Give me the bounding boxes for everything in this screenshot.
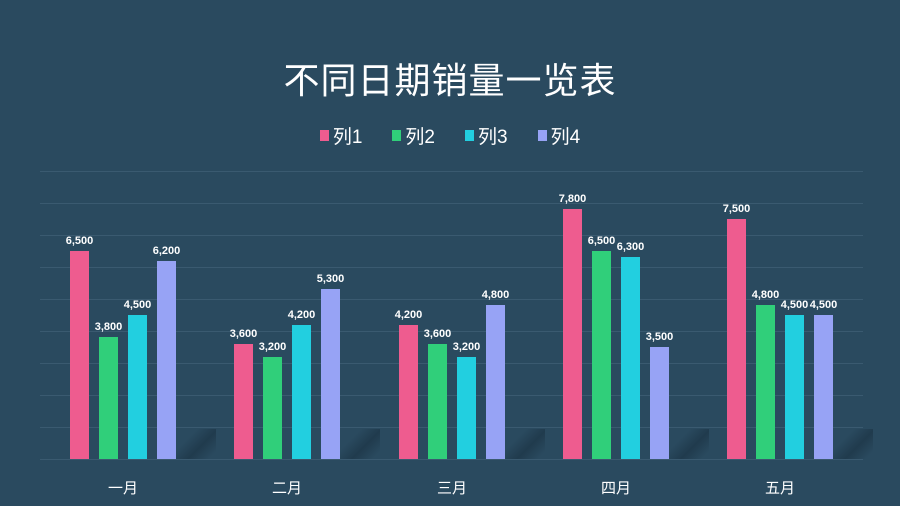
legend-label: 列2 (405, 127, 435, 148)
data-label: 7,500 (722, 203, 751, 215)
legend-swatch (392, 130, 402, 141)
bar-列4-一月[interactable] (157, 260, 176, 459)
x-tick-label: 一月 (107, 480, 138, 497)
bar-列2-三月[interactable] (428, 343, 447, 459)
bar-shadow (340, 429, 380, 459)
x-tick-label: 四月 (600, 480, 631, 497)
x-tick-label: 二月 (271, 480, 302, 497)
bar-列3-二月[interactable] (292, 324, 311, 459)
gridline (40, 363, 863, 364)
bar-列1-一月[interactable] (70, 251, 89, 459)
data-label: 6,500 (587, 235, 616, 247)
legend-swatch (465, 130, 474, 141)
bar-列3-一月[interactable] (128, 315, 147, 459)
bar-列2-四月[interactable] (592, 251, 611, 459)
data-label: 4,500 (809, 299, 838, 311)
bar-列4-五月[interactable] (814, 315, 833, 459)
bar-列3-五月[interactable] (785, 315, 804, 459)
bar-列3-三月[interactable] (457, 356, 476, 459)
data-label: 3,200 (258, 340, 287, 353)
gridline (40, 267, 863, 268)
legend-item-series-4[interactable]: 列4 (537, 122, 581, 149)
gridline (40, 235, 863, 236)
bar-shadow (833, 429, 873, 459)
bar-shadow (505, 429, 545, 459)
legend-item-series-3[interactable]: 列3 (465, 122, 508, 149)
data-label: 4,500 (123, 299, 152, 311)
data-label: 5,300 (316, 273, 345, 286)
data-label: 4,200 (287, 308, 316, 321)
data-label: 3,600 (229, 327, 258, 340)
data-label: 3,600 (423, 327, 452, 340)
legend-label: 列3 (478, 127, 508, 148)
data-label: 3,800 (94, 321, 123, 334)
data-label: 3,200 (452, 340, 481, 353)
bar-列2-一月[interactable] (99, 337, 118, 459)
gridline (40, 299, 863, 300)
legend-item-series-1[interactable]: 列1 (319, 122, 363, 149)
legend: 列1 列2 列3 列4 (0, 122, 900, 149)
data-label: 6,300 (616, 241, 645, 254)
bar-列2-二月[interactable] (263, 356, 282, 459)
x-tick-label: 三月 (436, 480, 467, 497)
bar-列2-五月[interactable] (756, 305, 775, 459)
bar-列4-三月[interactable] (486, 305, 505, 459)
data-label: 6,500 (65, 235, 94, 247)
bar-列4-二月[interactable] (321, 289, 340, 459)
gridline (40, 331, 863, 332)
gridline (40, 459, 863, 460)
bar-列4-四月[interactable] (650, 347, 669, 459)
bar-列1-三月[interactable] (399, 324, 418, 459)
gridline (40, 203, 863, 204)
legend-swatch (319, 130, 329, 141)
legend-item-series-2[interactable]: 列2 (392, 122, 435, 149)
data-label: 4,800 (751, 289, 780, 302)
data-label: 6,200 (152, 244, 181, 257)
bar-列3-四月[interactable] (621, 257, 640, 459)
legend-swatch (537, 130, 547, 141)
bar-shadow (176, 429, 216, 459)
gridline (40, 171, 863, 172)
legend-label: 列4 (550, 127, 581, 148)
data-label: 7,800 (558, 193, 587, 206)
data-label: 4,200 (394, 308, 423, 321)
bar-列1-四月[interactable] (563, 209, 582, 459)
bar-列1-二月[interactable] (234, 343, 253, 459)
bar-列1-五月[interactable] (727, 219, 746, 459)
bar-shadow (669, 429, 709, 459)
data-label: 3,500 (645, 331, 674, 343)
plot-area: 6,500 3,800 4,500 6,200 3,600 3,200 4,200 5,300… (40, 171, 873, 460)
data-label: 4,500 (780, 299, 809, 311)
gridline (40, 395, 863, 396)
gridline (40, 427, 863, 428)
data-label: 4,800 (481, 289, 510, 302)
chart-title: 不同日期销量一览表 (283, 60, 617, 101)
x-tick-label: 五月 (764, 480, 795, 497)
legend-label: 列1 (332, 127, 363, 148)
